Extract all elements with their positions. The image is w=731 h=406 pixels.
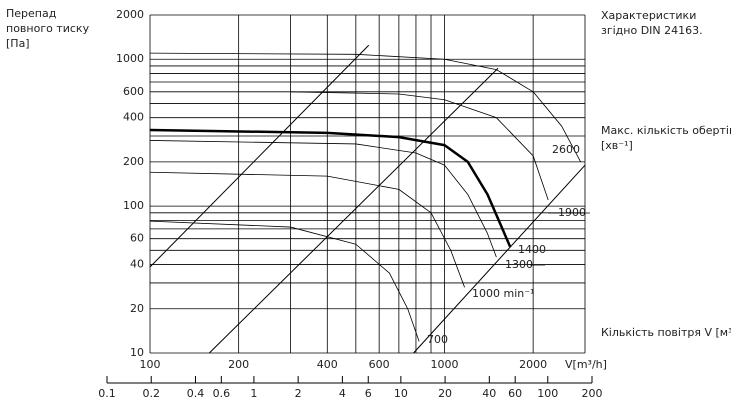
x2-tick-label: 10 [394,387,408,400]
x-axis-title: V[m³/h] [565,358,607,371]
flow-label: Кількість повітря V [м³/г] [601,326,731,339]
system-line [208,67,499,354]
y-tick-label: 40 [130,258,144,271]
y-axis-title: [Па] [6,37,30,50]
note: згідно DIN 24163. [601,24,703,37]
curve-label: 1900 [558,206,586,219]
y-tick-label: 200 [123,155,144,168]
y-tick-label: 1000 [116,52,144,65]
y-axis-title: повного тиску [6,22,90,35]
x2-tick-label: 100 [537,387,558,400]
x2-tick-label: 0.6 [213,387,231,400]
x2-tick-label: 40 [482,387,496,400]
x2-tick-label: 2 [295,387,302,400]
system-line [149,44,370,268]
x2-tick-label: 1 [250,387,257,400]
fan-curve [149,128,512,248]
x2-tick-label: 4 [339,387,346,400]
y-tick-label: 60 [130,232,144,245]
curve-label: 700 [427,333,448,346]
y-tick-label: 2000 [116,8,144,21]
x2-tick-label: 60 [508,387,522,400]
x2-tick-label: 0.2 [142,387,160,400]
fan-curve [149,52,582,163]
system-line [413,164,586,354]
x2-tick-label: 0.1 [98,387,116,400]
y-tick-label: 400 [123,111,144,124]
fan-curve [149,220,420,342]
y-tick-label: 10 [130,346,144,359]
fan-curve [149,140,497,258]
curve-label: 1400 [518,243,546,256]
curve-label: 2600 [552,143,580,156]
speed-label: [хв⁻¹] [601,139,633,152]
x-tick-label: 1000 [430,358,458,371]
note: Характеристики [601,9,696,22]
curve-label: 1300 [505,258,533,271]
speed-label: Макс. кількість обертів [601,124,731,137]
x-tick-label: 600 [369,358,390,371]
x-tick-label: 200 [228,358,249,371]
x2-tick-label: 20 [438,387,452,400]
y-tick-label: 100 [123,199,144,212]
x-tick-label: 400 [317,358,338,371]
x2-tick-label: 200 [582,387,603,400]
fan-curve [290,91,549,201]
x-tick-label: 100 [140,358,161,371]
y-tick-label: 600 [123,85,144,98]
x2-tick-label: 6 [365,387,372,400]
y-tick-label: 20 [130,302,144,315]
y-axis-title: Перепад [6,7,57,20]
x2-tick-label: 0.4 [187,387,205,400]
fan-curve [149,171,465,288]
x-tick-label: 2000 [519,358,547,371]
curve-label: 1000 min⁻¹ [472,287,534,300]
